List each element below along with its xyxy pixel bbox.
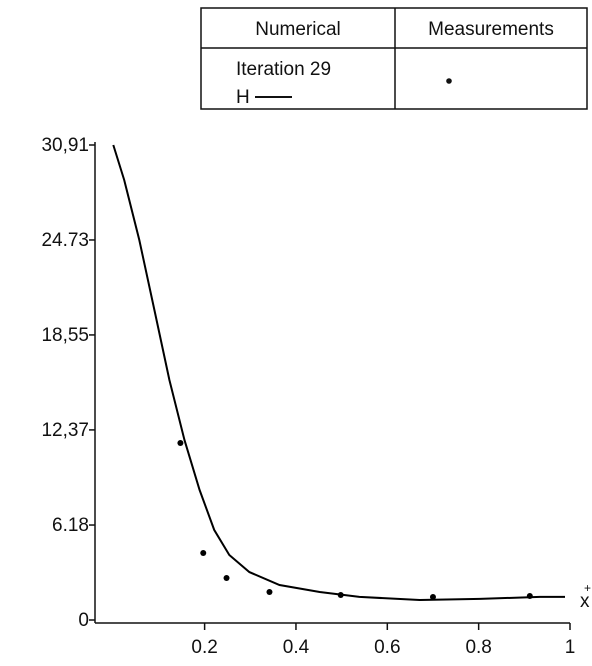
data-point	[177, 439, 184, 446]
y-tick-label: 30,91	[41, 135, 89, 156]
legend-entry: H	[236, 87, 250, 108]
data-point	[337, 591, 344, 598]
y-tick-label: 6.18	[52, 515, 89, 536]
legend-point-sample	[446, 78, 452, 84]
x-tick-label: 0.8	[465, 637, 491, 658]
y-tick-label: 24.73	[41, 230, 89, 251]
data-point	[200, 549, 207, 556]
data-line	[112, 144, 565, 602]
x-tick-label: 0.4	[283, 637, 310, 658]
data-point	[266, 589, 273, 596]
x-tick-label: 0.6	[374, 637, 400, 658]
x-axis-label: x	[580, 591, 590, 612]
x-tick-label: 1	[565, 637, 576, 658]
data-point	[526, 593, 533, 600]
x-tick-label: 0.2	[191, 637, 217, 658]
legend-box	[200, 7, 588, 110]
x-axis-label-sup: +	[584, 581, 591, 595]
y-tick-label: 18,55	[41, 325, 89, 346]
legend-note: Iteration 29	[236, 59, 331, 80]
y-tick-label: 0	[78, 610, 89, 631]
legend-header: Measurements	[428, 19, 554, 40]
y-tick-label: 12,37	[41, 420, 89, 441]
data-point	[429, 593, 436, 600]
legend-header: Numerical	[255, 19, 341, 40]
data-point	[223, 575, 230, 582]
